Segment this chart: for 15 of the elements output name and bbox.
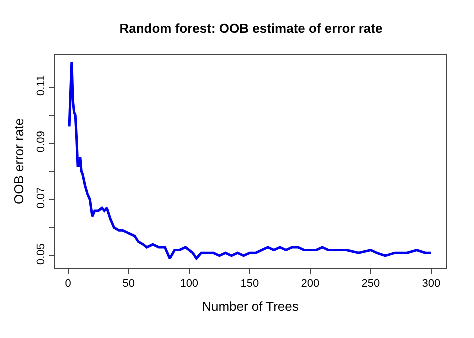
y-tick-label: 0.05 <box>36 244 48 265</box>
x-tick-label: 200 <box>301 278 320 290</box>
y-tick-label: 0.09 <box>36 131 48 153</box>
x-tick-label: 0 <box>65 278 72 290</box>
chart-title: Random forest: OOB estimate of error rate <box>120 20 383 36</box>
x-tick-label: 300 <box>422 278 441 290</box>
x-tick-label: 100 <box>180 278 199 290</box>
x-axis-title: Number of Trees <box>202 298 300 314</box>
line-series <box>68 60 433 260</box>
x-tick-label: 250 <box>362 278 380 290</box>
y-axis-title: OOB error rate <box>12 118 27 204</box>
y-tick-label: 0.11 <box>36 75 48 96</box>
x-tick-label: 150 <box>240 278 260 290</box>
x-tick-label: 50 <box>122 278 135 290</box>
y-tick-label: 0.07 <box>36 187 48 209</box>
